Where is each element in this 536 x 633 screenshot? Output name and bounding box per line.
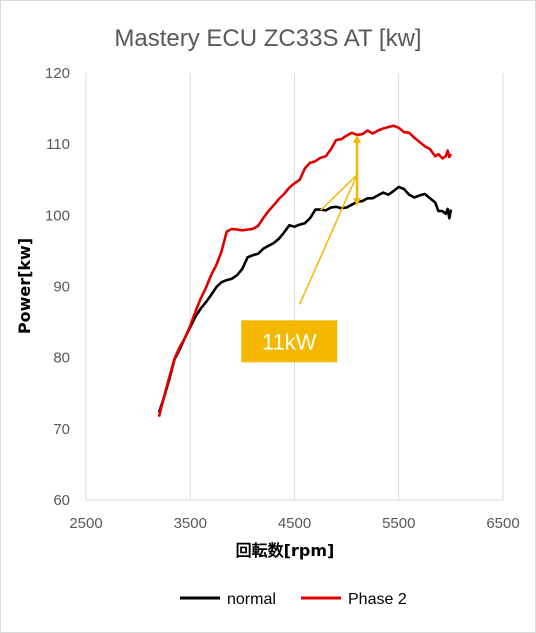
callout-box (241, 320, 338, 363)
callout-leader-line (299, 174, 358, 305)
x-tick-label: 6500 (486, 515, 519, 532)
grid (85, 73, 504, 501)
y-tick-label: 120 (45, 65, 70, 82)
series-group (157, 124, 453, 418)
y-tick-label: 60 (53, 492, 70, 509)
y-axis-label: Power[kw] (15, 238, 34, 334)
series-line-phase-2 (157, 124, 453, 418)
legend-label-phase-2: Phase 2 (348, 591, 407, 608)
annotation: 11kW (241, 134, 362, 363)
callout-label: 11kW (262, 329, 317, 354)
chart-title: Mastery ECU ZC33S AT [kw] (114, 25, 421, 52)
y-tick-label: 80 (53, 350, 70, 367)
legend-label-normal: normal (227, 591, 276, 608)
y-tick-label: 110 (46, 136, 70, 153)
x-tick-label: 4500 (278, 515, 311, 532)
callout-leader-line (320, 174, 358, 211)
y-tick-label: 100 (45, 207, 70, 224)
x-axis-label: 回転数[rpm] (236, 541, 335, 560)
series-line-normal (157, 185, 453, 413)
y-tick-label: 70 (53, 421, 70, 438)
legend: normal Phase 2 (180, 591, 407, 608)
x-tick-label: 5500 (382, 515, 415, 532)
x-tick-label: 2500 (69, 515, 102, 532)
y-tick-label: 90 (53, 279, 70, 296)
tick-labels: 2500 3500 4500 5500 6500 60 70 80 90 100 110 120 (45, 65, 520, 532)
x-tick-label: 3500 (174, 515, 207, 532)
